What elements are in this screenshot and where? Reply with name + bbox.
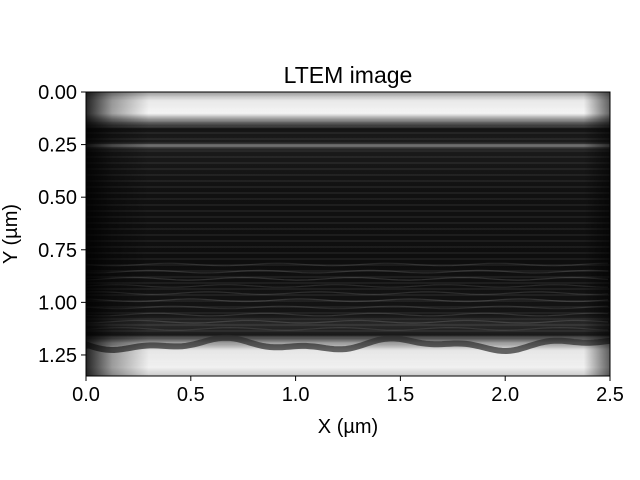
x-tick-label: 0.0	[72, 384, 100, 406]
y-tick-label: 0.00	[38, 82, 77, 104]
y-tick-label: 1.00	[38, 292, 77, 314]
x-axis-label: X (µm)	[318, 416, 378, 438]
x-tick-label: 2.0	[491, 384, 519, 406]
plot-frame	[85, 91, 611, 377]
x-axis-ticks: 0.0 0.5 1.0 1.5 2.0 2.5	[72, 376, 624, 406]
y-axis-ticks: 0.00 0.25 0.50 0.75 1.00 1.25	[38, 82, 86, 367]
y-tick-label: 0.50	[38, 187, 77, 209]
x-tick-label: 2.5	[596, 384, 624, 406]
chart-title: LTEM image	[284, 62, 413, 88]
x-tick-label: 1.5	[386, 384, 414, 406]
x-tick-label: 1.0	[282, 384, 310, 406]
y-tick-label: 0.75	[38, 240, 77, 262]
x-tick-label: 0.5	[177, 384, 205, 406]
y-tick-label: 1.25	[38, 345, 77, 367]
y-axis-label: Y (µm)	[0, 204, 22, 264]
ltem-image	[86, 92, 610, 376]
y-tick-label: 0.25	[38, 135, 77, 157]
